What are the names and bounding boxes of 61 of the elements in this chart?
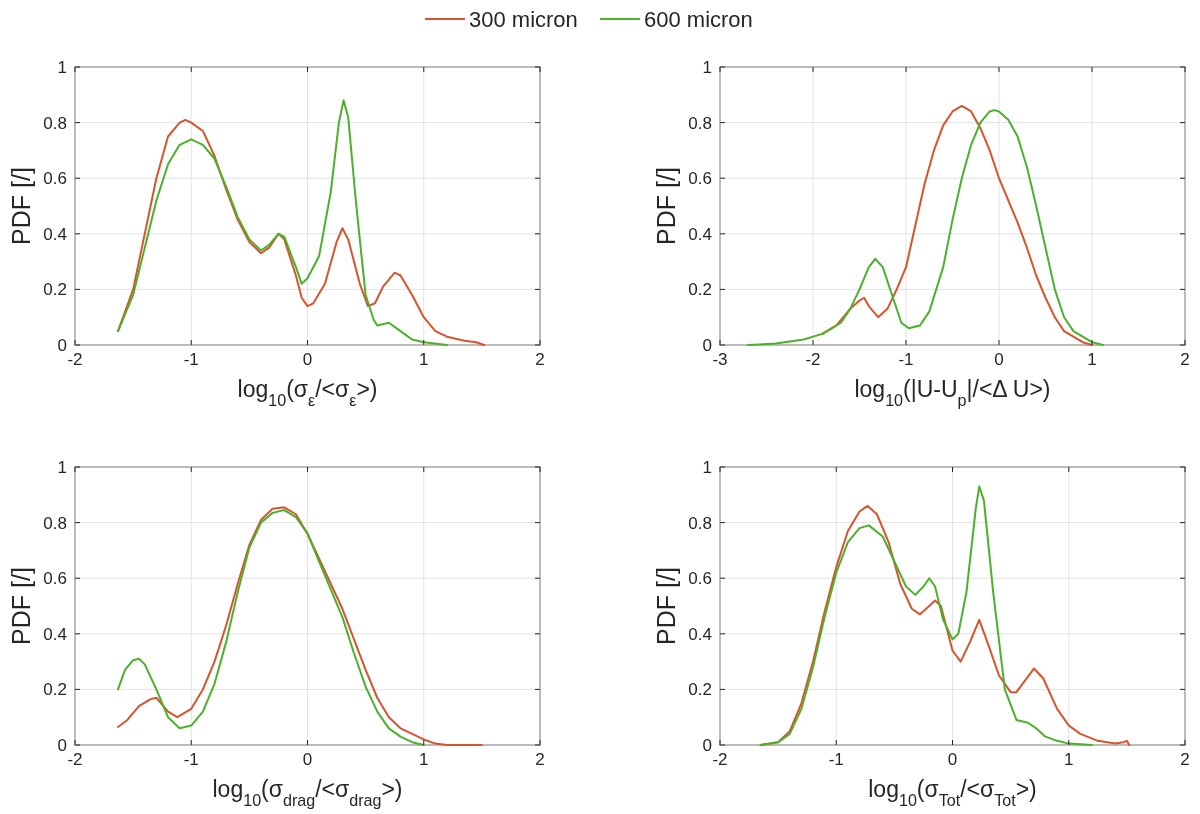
x-tick-label: -2: [712, 750, 728, 769]
x-tick-label: -2: [67, 750, 83, 769]
x-tick-label: 0: [947, 750, 958, 769]
x-tick-label: 1: [1087, 350, 1097, 369]
line-series: [117, 99, 448, 346]
x-axis-title: log$_{10}$(σ$_{drag}$/<σ$_{drag}$>): [212, 776, 403, 809]
y-tick-label: 0: [57, 736, 67, 755]
y-tick-label: 1: [702, 58, 712, 77]
y-tick-label: 0.8: [688, 513, 712, 533]
y-axis-title: PDF [/]: [652, 567, 680, 645]
y-axis-title: PDF [/]: [7, 567, 35, 645]
y-tick-label: 0.6: [43, 569, 67, 589]
y-tick-label: 0.8: [43, 113, 67, 133]
x-tick-label: -1: [898, 350, 914, 369]
x-tick-label: 0: [302, 750, 313, 769]
y-tick-label: 0.4: [688, 624, 712, 644]
y-tick-label: 0.6: [43, 169, 67, 189]
y-tick-label: 0.8: [688, 113, 712, 133]
x-axis-title: log$_{10}$(|U-U$_{p}$|/<Δ U>): [854, 376, 1051, 409]
y-tick-label: 0.2: [688, 280, 712, 300]
y-tick-label: 0.8: [43, 513, 67, 533]
x-tick-label: 2: [535, 350, 545, 369]
y-tick-label: 1: [57, 458, 67, 477]
x-tick-label: 0: [994, 350, 1004, 369]
line-series: [117, 506, 483, 746]
x-tick-label: -2: [67, 350, 83, 369]
x-tick-label: 2: [1180, 750, 1190, 769]
legend-label: 300 micron: [469, 7, 578, 32]
y-tick-label: 0.6: [688, 169, 712, 189]
line-series: [759, 485, 1093, 746]
y-tick-label: 0.2: [43, 280, 67, 300]
x-tick-label: 2: [535, 750, 545, 769]
x-tick-label: -2: [805, 350, 821, 369]
y-axis-title: PDF [/]: [7, 167, 35, 245]
y-tick-label: 0: [57, 336, 67, 355]
y-axis-title: PDF [/]: [652, 167, 680, 245]
x-tick-label: 1: [419, 350, 429, 369]
y-tick-label: 0.6: [688, 569, 712, 589]
x-tick-label: 1: [1064, 750, 1074, 769]
x-tick-label: -1: [183, 750, 199, 769]
y-tick-label: 0.2: [688, 680, 712, 700]
line-series: [117, 118, 486, 346]
x-tick-label: -1: [828, 750, 844, 769]
y-tick-label: 0.4: [43, 624, 67, 644]
y-tick-label: 0.4: [43, 224, 67, 244]
y-tick-label: 0: [702, 736, 712, 755]
x-tick-label: 2: [1180, 350, 1190, 369]
legend-label: 600 micron: [644, 7, 753, 32]
x-tick-label: 0: [302, 350, 313, 369]
y-tick-label: 0.2: [43, 680, 67, 700]
x-tick-label: -1: [183, 350, 199, 369]
line-series: [746, 109, 1105, 346]
line-series: [117, 509, 425, 746]
y-tick-label: 0: [702, 336, 712, 355]
x-axis-title: log$_{10}$(σ$_{ε}$/<σ$_{ε}$>): [237, 376, 378, 409]
x-tick-label: 1: [419, 750, 429, 769]
x-axis-title: log$_{10}$(σ$_{Tot}$/<σ$_{Tot}$>): [868, 776, 1037, 809]
y-tick-label: 1: [702, 458, 712, 477]
y-tick-label: 1: [57, 58, 67, 77]
y-tick-label: 0.4: [688, 224, 712, 244]
x-tick-label: -3: [712, 350, 728, 369]
